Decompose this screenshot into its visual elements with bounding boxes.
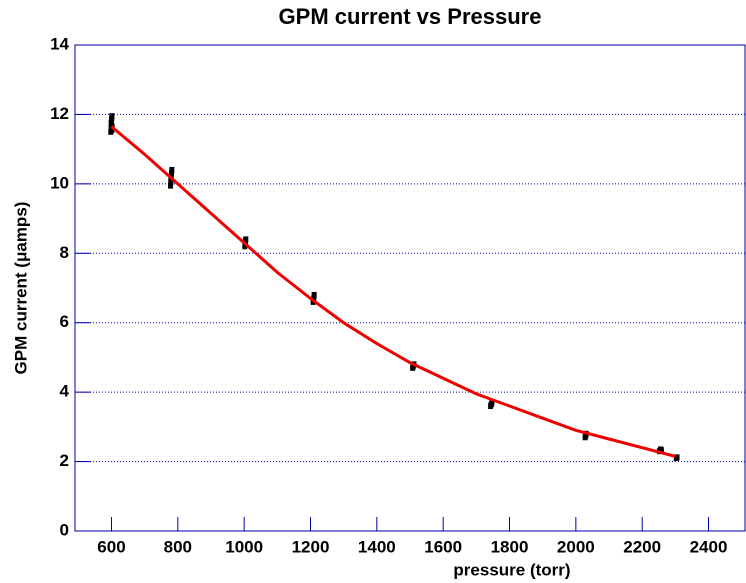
x-tick-label: 800 — [164, 537, 192, 556]
x-tick-label: 1800 — [491, 537, 529, 556]
data-point — [169, 170, 175, 177]
y-tick-label: 10 — [50, 173, 69, 192]
data-point — [489, 399, 495, 406]
data-point — [311, 295, 317, 302]
data-point — [169, 166, 175, 173]
data-point — [311, 291, 317, 298]
chart-title: GPM current vs Pressure — [279, 4, 542, 29]
data-point — [108, 116, 114, 123]
data-point — [242, 243, 248, 250]
data-point — [108, 120, 114, 127]
data-point — [109, 127, 115, 134]
y-tick-label: 8 — [60, 243, 69, 262]
x-tick-label: 2000 — [557, 537, 595, 556]
x-tick-label: 1000 — [225, 537, 263, 556]
data-point — [243, 236, 249, 243]
y-axis-label: GPM current (μamps) — [11, 202, 30, 375]
x-tick-label: 2200 — [623, 537, 661, 556]
y-tick-label: 12 — [50, 104, 69, 123]
x-tick-label: 2400 — [690, 537, 728, 556]
data-point — [168, 177, 174, 184]
y-tick-label: 14 — [50, 34, 69, 53]
data-point — [109, 113, 115, 120]
data-point — [658, 447, 664, 454]
x-axis-label: pressure (torr) — [453, 560, 570, 579]
y-tick-label: 6 — [60, 312, 69, 331]
data-point — [674, 454, 680, 461]
x-tick-label: 1600 — [424, 537, 462, 556]
fit-curve — [110, 125, 676, 458]
y-tick-label: 0 — [60, 520, 69, 539]
x-tick-label: 1400 — [358, 537, 396, 556]
data-point — [168, 182, 174, 189]
y-tick-label: 4 — [60, 382, 70, 401]
x-tick-label: 600 — [97, 537, 125, 556]
x-tick-label: 1200 — [292, 537, 330, 556]
plot-frame — [74, 44, 746, 532]
y-tick-label: 2 — [60, 451, 69, 470]
